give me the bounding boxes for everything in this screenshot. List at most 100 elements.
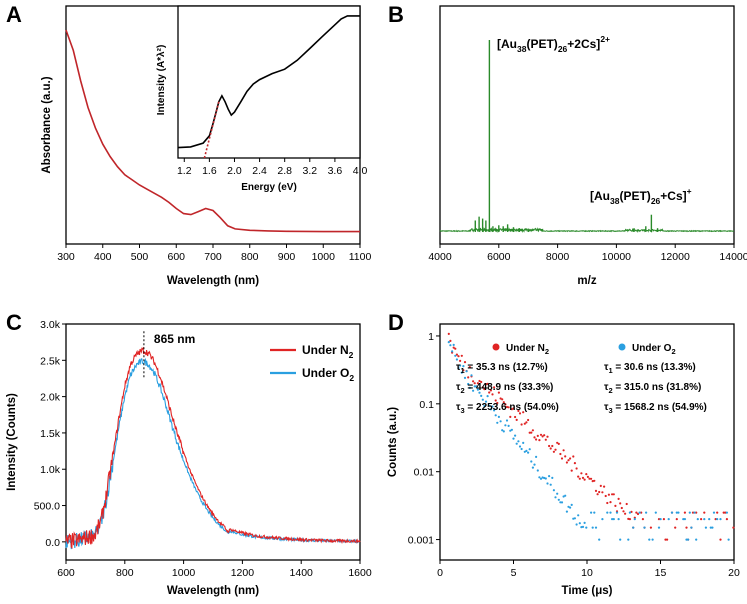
decay-o2-point	[580, 526, 583, 529]
decay-o2-point	[606, 511, 609, 514]
decay-n2-point	[502, 401, 505, 404]
panel-a-x-tick-label: 900	[278, 251, 296, 263]
decay-o2-point	[460, 371, 463, 374]
panel-b-x-tick-label: 6000	[487, 251, 511, 263]
decay-n2-point	[716, 511, 719, 514]
decay-n2-point	[581, 476, 585, 479]
decay-o2-point	[688, 511, 691, 514]
fit-tau-o2-3: τ3 = 1568.2 ns (54.9%)	[604, 402, 707, 415]
decay-o2-point	[690, 526, 693, 529]
panel-a-x-tick-label: 1000	[312, 251, 336, 263]
panel-c-legend: Under N2 Under O2	[270, 343, 354, 383]
panel-c-y-tick-label: 2.0k	[40, 392, 61, 404]
decay-n2-point	[549, 447, 552, 450]
decay-o2-point	[494, 414, 497, 417]
decay-n2-point	[457, 355, 460, 358]
decay-o2-point	[693, 511, 696, 514]
decay-n2-point	[691, 511, 695, 514]
decay-o2-point	[591, 526, 594, 529]
fit-tau-index: 1	[608, 366, 612, 375]
decay-o2-point	[522, 441, 525, 444]
fit-tau-symbol: τ	[604, 402, 609, 413]
decay-o2-point	[601, 518, 604, 521]
legend-d-o2-label: Under O2	[632, 343, 676, 356]
panel-c-y-ticks: 0.0 500.0 1.0k 1.5k 2.0k 2.5k 3.0k	[34, 319, 66, 549]
panel-c-x-tick-label: 1200	[231, 567, 255, 579]
decay-n2-point	[641, 518, 645, 521]
panel-a-x-tick-label: 500	[131, 251, 149, 263]
decay-o2-point	[538, 476, 541, 479]
decay-o2-point	[502, 430, 505, 433]
fit-tau-n2-3: τ3 = 2253.6 ns (54.0%)	[456, 402, 559, 415]
decay-o2-point	[651, 538, 654, 541]
legend-d-n2-label: Under N2	[506, 343, 549, 356]
decay-o2-point	[643, 526, 646, 529]
inset-x-tick-label: 1.2	[177, 165, 192, 177]
inset-x-tick-label: 3.6	[328, 165, 343, 177]
decay-o2-point	[554, 496, 557, 499]
panel-b-x-tick-label: 10000	[602, 251, 631, 263]
panel-d-x-tick-label: 15	[655, 567, 667, 579]
panel-a-x-tick-label: 400	[94, 251, 112, 263]
inset-x-tick-label: 2.0	[227, 165, 242, 177]
legend-n2-label: Under N2	[302, 343, 354, 360]
decay-n2-point	[640, 511, 643, 514]
panel-d-series	[447, 332, 735, 541]
decay-n2-point	[488, 391, 491, 394]
decay-n2-point	[567, 459, 570, 462]
decay-o2-point	[659, 518, 662, 521]
panel-a-x-tick-label: 1100	[349, 251, 372, 263]
panel-a-x-tick-label: 300	[57, 251, 75, 263]
decay-n2-point	[454, 347, 457, 350]
decay-n2-point	[514, 415, 517, 419]
decay-n2-point	[700, 518, 703, 521]
ms-baseline	[439, 226, 735, 234]
panel-a-series	[65, 29, 360, 233]
decay-n2-point	[544, 438, 547, 441]
panel-b-series	[439, 40, 735, 234]
decay-n2-point	[649, 526, 653, 529]
legend-d-o2-marker	[618, 343, 626, 351]
decay-n2-point	[531, 429, 535, 432]
fit-tau-value: = 35.3 ns (12.7%)	[465, 362, 548, 373]
decay-o2-point	[682, 518, 685, 521]
decay-n2-point	[501, 398, 504, 401]
decay-o2-point	[549, 483, 552, 486]
decay-o2-point	[515, 442, 518, 445]
decay-n2-point	[541, 435, 544, 438]
decay-o2-point	[570, 503, 573, 506]
decay-o2-point	[716, 518, 719, 521]
decay-n2-point	[507, 406, 510, 409]
decay-n2-point	[609, 501, 612, 504]
decay-o2-point	[638, 511, 641, 514]
decay-n2-point	[666, 538, 669, 541]
panel-d-y-label: Counts (a.u.)	[387, 407, 399, 477]
decay-o2-point	[598, 538, 601, 541]
decay-o2-point	[583, 521, 586, 525]
panel-a-x-tick-label: 700	[204, 251, 222, 263]
fit-tau-index: 2	[608, 386, 612, 395]
decay-o2-point	[531, 466, 535, 469]
decay-n2-point	[551, 444, 554, 448]
decay-n2-point	[695, 511, 698, 514]
panel-b-x-tick-label: 4000	[428, 251, 452, 263]
inset-x-ticks: 1.2 1.6 2.0 2.4 2.8 3.2 3.6 4.0	[177, 158, 367, 177]
decay-n2-point	[628, 518, 632, 521]
panel-b-x-tick-label: 8000	[546, 251, 570, 263]
panel-d-frame	[439, 323, 735, 561]
decay-n2-point	[580, 472, 583, 475]
annotation-2cs-sup: 2+	[600, 34, 610, 44]
panel-d-fit-params: τ1 = 35.3 ns (12.7%)τ2 = 448.9 ns (33.3%…	[456, 362, 707, 415]
decay-o2-point	[727, 538, 730, 541]
decay-o2-point	[609, 511, 612, 514]
decay-n2-point	[636, 512, 640, 516]
fit-tau-value: = 1568.2 ns (54.9%)	[613, 402, 707, 413]
decay-n2-point	[463, 361, 467, 364]
annotation-2cs-sub2: 26	[558, 44, 568, 54]
decay-n2-point	[539, 433, 543, 436]
decay-n2-point	[491, 393, 494, 396]
decay-o2-point	[533, 463, 536, 466]
annotation-cs-text: [Au	[590, 189, 610, 203]
panel-c-y-tick-label: 0.0	[45, 537, 60, 549]
